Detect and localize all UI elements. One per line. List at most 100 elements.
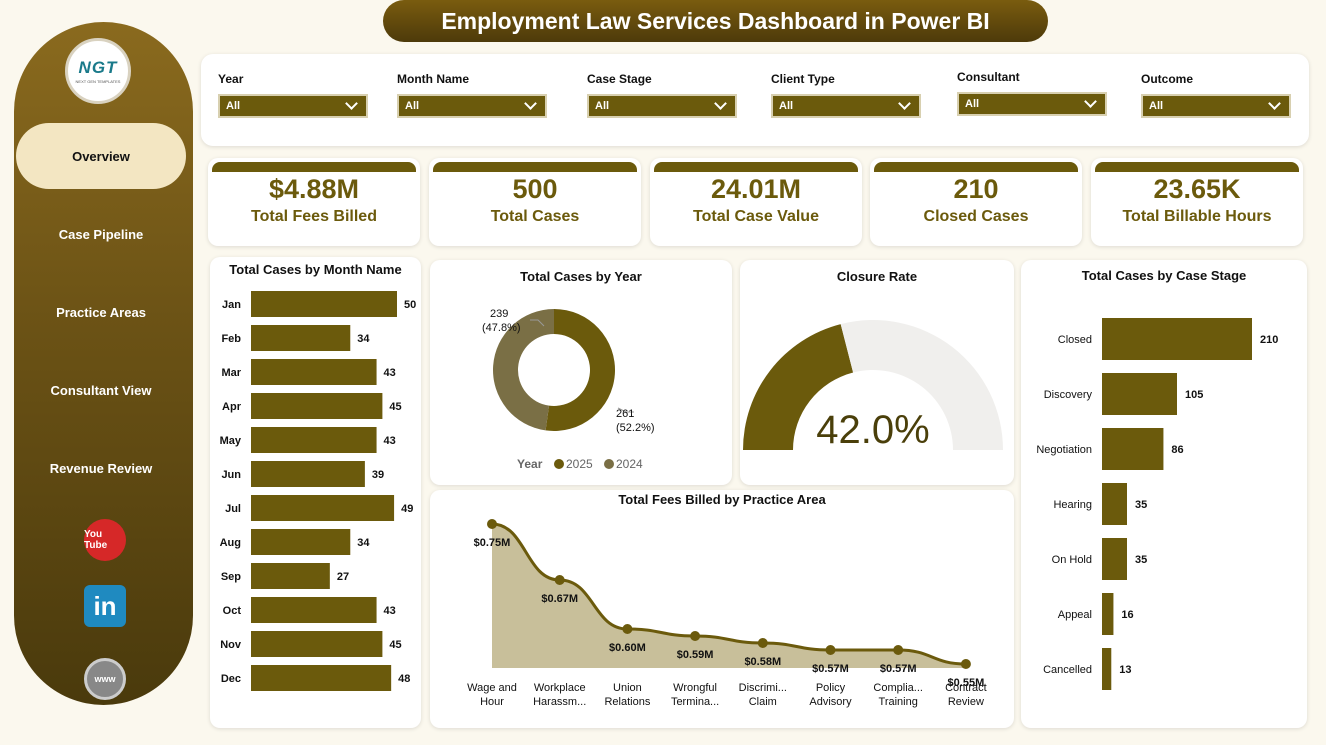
practice-tick-label-line1: Workplace <box>534 682 586 694</box>
nav-consultant-view[interactable]: Consultant View <box>16 357 186 423</box>
month-tick-label: Dec <box>221 673 241 685</box>
case-stage-bar-chart: Closed 210 Discovery 105 Negotiation 86 Hearin… <box>1036 318 1278 690</box>
leader-line <box>617 407 634 413</box>
gauge-remaining <box>840 320 1003 450</box>
month-data-label: 39 <box>372 469 384 481</box>
nav-label: Practice Areas <box>56 304 146 320</box>
month-tick-label: Feb <box>221 333 241 345</box>
stage-tick-label: Cancelled <box>1043 664 1092 676</box>
nav-revenue-review[interactable]: Revenue Review <box>16 435 186 501</box>
donut-value-label: 261 <box>616 408 634 420</box>
stage-data-label: 35 <box>1135 499 1147 511</box>
closure-rate-gauge: 42.0% <box>743 320 1003 452</box>
kpi-value: 23.65K <box>1153 174 1241 204</box>
month-data-label: 34 <box>357 333 370 345</box>
donut-value-label: 239 <box>490 308 508 320</box>
practice-tick-label-line2: Termina... <box>671 696 719 708</box>
filter-month-name: Month Name All <box>397 72 547 118</box>
practice-data-point <box>825 645 836 655</box>
filter-client-type: Client Type All <box>771 72 921 118</box>
legend-marker-2025 <box>554 459 564 469</box>
outcome-dropdown[interactable]: All <box>1141 94 1291 118</box>
practice-data-point <box>690 631 701 641</box>
kpi-total-case-value: 24.01M Total Case Value <box>650 158 862 246</box>
month-tick-label: Sep <box>221 571 241 583</box>
legend-marker-2024 <box>604 459 614 469</box>
month-data-label: 43 <box>384 605 396 617</box>
practice-data-label: $0.55M <box>948 677 985 689</box>
nav-case-pipeline[interactable]: Case Pipeline <box>16 201 186 267</box>
practice-data-point <box>487 519 497 529</box>
filter-case-stage: Case Stage All <box>587 72 737 118</box>
stage-tick-label: Hearing <box>1053 499 1092 511</box>
month-data-label: 49 <box>401 503 413 515</box>
kpi-label: Total Fees Billed <box>251 208 377 225</box>
stage-tick-label: Negotiation <box>1036 444 1092 456</box>
kpi-value: 500 <box>512 174 558 204</box>
stage-data-label: 86 <box>1171 444 1183 456</box>
youtube-icon[interactable]: You Tube <box>84 519 126 561</box>
dropdown-value: All <box>405 100 420 112</box>
month-tick-label: Nov <box>220 639 242 651</box>
closure-rate-card: Closure Rate 42.0% <box>740 260 1014 485</box>
practice-data-point <box>757 638 768 648</box>
case-stage-dropdown[interactable]: All <box>587 94 737 118</box>
kpi-value: 210 <box>953 174 999 204</box>
nav-label: Revenue Review <box>49 460 153 476</box>
logo-text: NGT <box>78 58 118 77</box>
practice-tick-label-line2: Review <box>948 696 984 708</box>
practice-tick-label-line2: Training <box>879 696 918 708</box>
stage-bar <box>1102 593 1114 635</box>
practice-data-label: $0.57M <box>812 663 849 675</box>
month-bar <box>251 461 365 487</box>
dropdown-value: All <box>779 100 794 112</box>
stage-bar <box>1102 318 1252 360</box>
month-data-label: 43 <box>384 435 396 447</box>
nav-label: Consultant View <box>50 382 152 398</box>
practice-data-point <box>893 645 904 655</box>
practice-tick-label-line1: Union <box>613 682 642 694</box>
stage-data-label: 13 <box>1119 664 1131 676</box>
month-bar <box>251 597 377 623</box>
year-dropdown[interactable]: All <box>218 94 368 118</box>
chevron-down-icon <box>524 97 537 110</box>
month-tick-label: Apr <box>222 401 242 413</box>
practice-tick-label-line1: Policy <box>816 682 846 694</box>
filter-label: Year <box>218 72 244 86</box>
linkedin-icon[interactable]: in <box>84 585 126 627</box>
practice-data-label: $0.57M <box>880 663 917 675</box>
donut-slice-2025 <box>545 309 615 432</box>
filter-label: Client Type <box>771 72 835 86</box>
youtube-icon-text: You Tube <box>84 529 108 551</box>
nav-overview[interactable]: Overview <box>16 123 186 189</box>
kpi-total-billable-hours: 23.65K Total Billable Hours <box>1091 158 1303 246</box>
month-data-label: 43 <box>384 367 396 379</box>
leader-line <box>530 319 545 327</box>
month-name-dropdown[interactable]: All <box>397 94 547 118</box>
kpi-closed-cases: 210 Closed Cases <box>870 158 1082 246</box>
gauge-fill <box>743 324 854 450</box>
chart-title: Total Fees Billed by Practice Area <box>618 492 826 507</box>
month-bar <box>251 631 383 657</box>
stage-bar <box>1102 648 1112 690</box>
donut-percent-label: (47.8%) <box>482 322 521 334</box>
client-type-dropdown[interactable]: All <box>771 94 921 118</box>
filter-panel: Year All Month Name All Case Stage All C… <box>201 54 1309 146</box>
filter-consultant: Consultant All <box>957 70 1107 116</box>
year-donut-chart: 261 (52.2%) 239 (47.8%) Year 2025 2024 <box>482 308 655 471</box>
nav-label: Case Pipeline <box>58 226 144 242</box>
donut-percent-label: (52.2%) <box>616 422 655 434</box>
donut-slice-2024 <box>493 309 554 431</box>
year-chart-card: Total Cases by Year 261 (52.2%) 239 (47.8%)… <box>430 260 732 485</box>
stage-tick-label: Discovery <box>1044 389 1093 401</box>
chevron-down-icon <box>345 97 358 110</box>
chart-title: Total Cases by Year <box>520 269 642 284</box>
dropdown-value: All <box>595 100 610 112</box>
practice-data-point <box>554 575 565 585</box>
practice-tick-label-line1: Complia... <box>873 682 923 694</box>
website-icon[interactable]: www <box>84 658 126 700</box>
consultant-dropdown[interactable]: All <box>957 92 1107 116</box>
month-chart-card: Total Cases by Month Name Jan 50 Feb 34 Mar 4… <box>210 257 421 728</box>
nav-practice-areas[interactable]: Practice Areas <box>16 279 186 345</box>
stage-bar <box>1102 538 1127 580</box>
